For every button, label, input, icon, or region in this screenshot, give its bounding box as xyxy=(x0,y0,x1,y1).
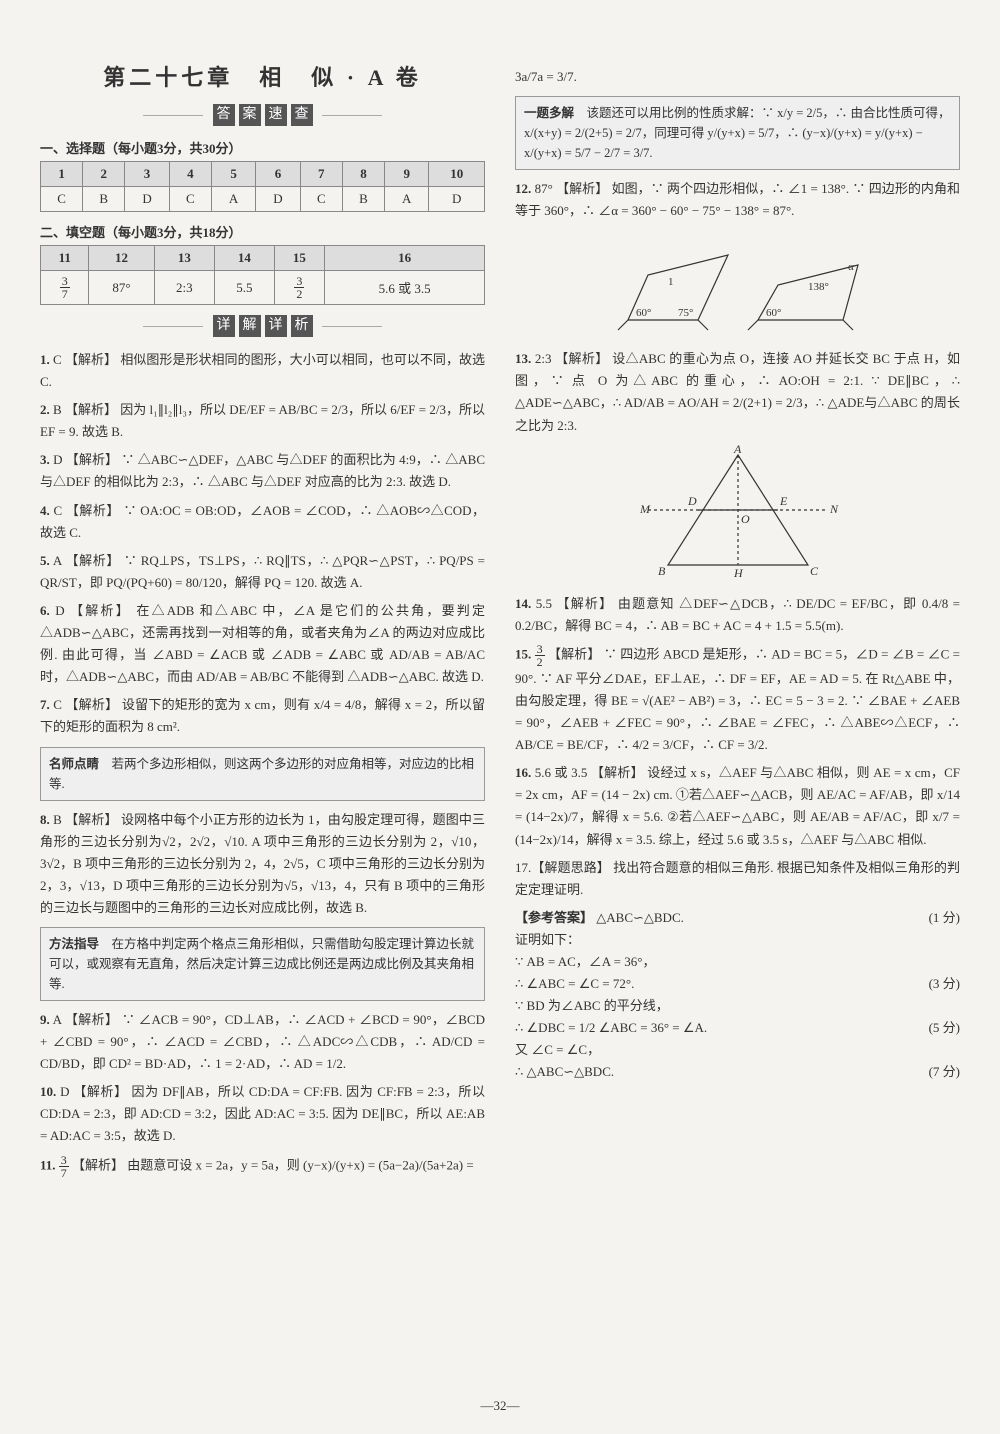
callout-alt-solution: 一题多解 该题还可以用比例的性质求解：∵ x/y = 2/5，∴ 由合比性质可得… xyxy=(515,96,960,170)
item-1: 1. C 【解析】 相似图形是形状相同的图形，大小可以相同，也可以不同，故选 C… xyxy=(40,349,485,393)
item-17-head: 17.【解题思路】 找出符合题意的相似三角形. 根据已知条件及相似三角形的判定定… xyxy=(515,857,960,901)
item-9: 9. A 【解析】 ∵ ∠ACB = 90°，CD⊥AB，∴ ∠ACD + ∠B… xyxy=(40,1009,485,1075)
svg-text:H: H xyxy=(733,566,744,580)
svg-text:75°: 75° xyxy=(678,307,693,319)
item-3: 3. D 【解析】 ∵ △ABC∽△DEF，△ABC 与△DEF 的面积比为 4… xyxy=(40,449,485,493)
item-10: 10. D 【解析】 因为 DF∥AB，所以 CD:DA = CF:FB. 因为… xyxy=(40,1081,485,1147)
mc-answer-table: 12345 678910 CBDCA DCBAD xyxy=(40,161,485,212)
item-5: 5. A 【解析】 ∵ RQ⊥PS，TS⊥PS，∴ RQ∥TS，∴ △PQR∽△… xyxy=(40,550,485,594)
svg-text:E: E xyxy=(779,494,788,508)
section-2-label: 二、填空题（每小题3分，共18分） xyxy=(40,222,485,241)
svg-text:1: 1 xyxy=(668,276,674,288)
item-6: 6. D 【解析】 在△ADB 和△ABC 中，∠A 是它们的公共角，要判定△A… xyxy=(40,600,485,688)
item-2: 2. B 【解析】 因为 l₁∥l₂∥l₃，所以 DE/EF = AB/BC =… xyxy=(40,399,485,443)
item-14: 14. 5.5 【解析】 由题意知 △DEF∽△DCB，∴ DE/DC = EF… xyxy=(515,593,960,637)
fb-answer-table: 111213 141516 37 87°2:3 5.5 32 5.6 或 3.5 xyxy=(40,245,485,305)
svg-text:D: D xyxy=(687,494,697,508)
svg-text:O: O xyxy=(741,512,750,526)
item-4: 4. C 【解析】 ∵ OA:OC = OB:OD，∠AOB = ∠COD，∴ … xyxy=(40,500,485,544)
item-16: 16. 5.6 或 3.5 【解析】 设经过 x s，△AEF 与△ABC 相似… xyxy=(515,762,960,850)
diagram-13: A B C D E H O M N xyxy=(628,445,848,585)
svg-text:N: N xyxy=(829,502,839,516)
item-11-cont: 3a/7a = 3/7. xyxy=(515,66,960,88)
section-1-label: 一、选择题（每小题3分，共30分） xyxy=(40,138,485,157)
diagram-12: 60° 75° 1 138° α 60° xyxy=(608,230,868,340)
banner-quick-answers: 答 案 速 查 xyxy=(40,104,485,126)
item-11: 11. 37 【解析】 由题意可设 x = 2a，y = 5a，则 (y−x)/… xyxy=(40,1154,485,1179)
svg-text:B: B xyxy=(658,564,666,578)
banner-detailed: 详 解 详 析 xyxy=(40,315,485,337)
svg-text:C: C xyxy=(810,564,819,578)
item-13: 13. 2:3 【解析】 设△ABC 的重心为点 O，连接 AO 并延长交 BC… xyxy=(515,348,960,436)
item-8: 8. B 【解析】 设网格中每个小正方形的边长为 1，由勾股定理可得，题图中三角… xyxy=(40,809,485,919)
item-15: 15. 32 【解析】 ∵ 四边形 ABCD 是矩形，∴ AD = BC = 5… xyxy=(515,643,960,756)
svg-text:α: α xyxy=(848,261,854,273)
svg-text:138°: 138° xyxy=(808,281,829,293)
callout-method-guide: 方法指导 在方格中判定两个格点三角形相似，只需借助勾股定理计算边长就可以，或观察… xyxy=(40,927,485,1001)
item-12: 12. 87° 【解析】 如图，∵ 两个四边形相似，∴ ∠1 = 138°. ∵… xyxy=(515,178,960,222)
svg-text:60°: 60° xyxy=(636,307,651,319)
chapter-title: 第二十七章 相 似 · A 卷 xyxy=(40,60,485,92)
callout-teacher-tip: 名师点睛 若两个多边形相似，则这两个多边形的对应角相等，对应边的比相等. xyxy=(40,747,485,801)
svg-text:M: M xyxy=(639,502,651,516)
page-number: —32— xyxy=(481,1398,520,1414)
item-17-answer: 【参考答案】 △ABC∽△BDC.(1 分) 证明如下： ∵ AB = AC，∠… xyxy=(515,907,960,1084)
svg-text:A: A xyxy=(733,445,742,456)
svg-text:60°: 60° xyxy=(766,307,781,319)
item-7: 7. C 【解析】 设留下的矩形的宽为 x cm，则有 x/4 = 4/8，解得… xyxy=(40,694,485,738)
